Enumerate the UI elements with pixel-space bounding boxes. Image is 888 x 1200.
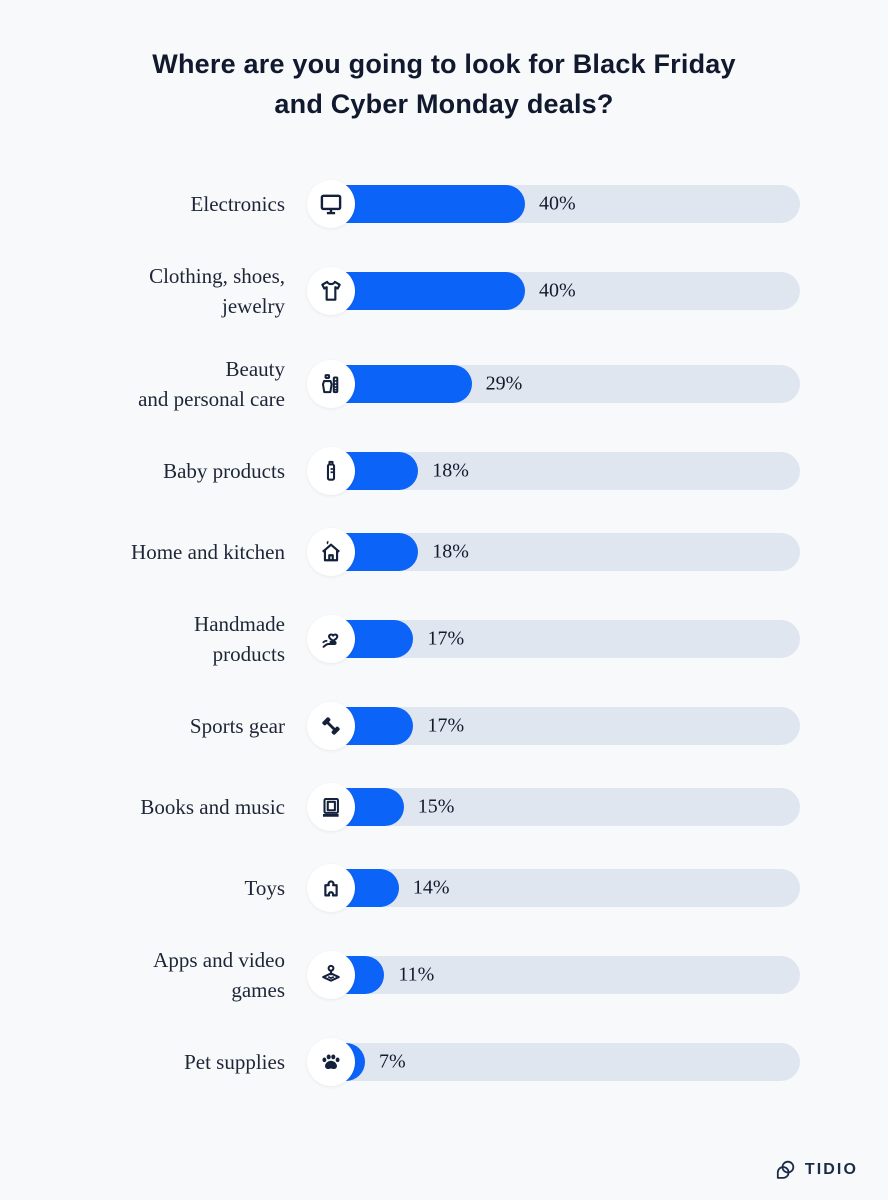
icon-circle bbox=[307, 783, 355, 831]
book-icon bbox=[318, 794, 344, 820]
value-label: 14% bbox=[412, 876, 450, 899]
bar-track: 40% bbox=[315, 272, 800, 310]
value-label: 7% bbox=[378, 1050, 406, 1073]
brand-name: TIDIO bbox=[804, 1160, 858, 1178]
bar-track: 11% bbox=[315, 956, 800, 994]
brand-footer: TIDIO bbox=[773, 1157, 858, 1182]
value-label: 17% bbox=[427, 627, 465, 650]
chart-row: Clothing, shoes, jewelry 40% bbox=[90, 261, 800, 321]
tshirt-icon bbox=[318, 278, 344, 304]
dumbbell-icon bbox=[318, 713, 344, 739]
baby-bottle-icon bbox=[318, 458, 344, 484]
value-label: 18% bbox=[432, 540, 469, 563]
value-label: 17% bbox=[427, 714, 465, 737]
icon-circle bbox=[307, 180, 355, 228]
chart-row: Home and kitchen 18% bbox=[90, 528, 800, 576]
bar-track: 17% bbox=[315, 707, 800, 745]
category-label: Sports gear bbox=[189, 714, 285, 738]
bar-area: 29% bbox=[307, 360, 800, 408]
icon-circle bbox=[307, 528, 355, 576]
chart-row: Handmade products 17% bbox=[90, 609, 800, 669]
value-label: 40% bbox=[539, 279, 576, 302]
hand-heart-icon bbox=[318, 626, 344, 652]
chart-row: Baby products 18% bbox=[90, 447, 800, 495]
chart-row: Books and music 15% bbox=[90, 783, 800, 831]
icon-circle bbox=[307, 615, 355, 663]
bar-track: 14% bbox=[315, 869, 800, 907]
category-label: Toys bbox=[244, 876, 285, 900]
bar-track: 29% bbox=[315, 365, 800, 403]
value-label: 40% bbox=[539, 192, 576, 215]
category-label: Beauty and personal care bbox=[138, 357, 285, 411]
bar-track: 18% bbox=[315, 533, 800, 571]
bar-area: 7% bbox=[307, 1038, 800, 1086]
chart-row: Sports gear 17% bbox=[90, 702, 800, 750]
chart-row: Beauty and personal care 29% bbox=[90, 354, 800, 414]
puzzle-icon bbox=[318, 875, 344, 901]
bar-track: 15% bbox=[315, 788, 800, 826]
category-label: Baby products bbox=[163, 459, 285, 483]
category-label: Handmade products bbox=[194, 612, 285, 666]
category-label: Pet supplies bbox=[184, 1050, 285, 1074]
icon-circle bbox=[307, 267, 355, 315]
chart-row: Pet supplies 7% bbox=[90, 1038, 800, 1086]
chart-row: Toys 14% bbox=[90, 864, 800, 912]
bar-area: 11% bbox=[307, 951, 800, 999]
bar-area: 17% bbox=[307, 702, 800, 750]
bar-area: 18% bbox=[307, 528, 800, 576]
icon-circle bbox=[307, 360, 355, 408]
value-label: 29% bbox=[485, 372, 523, 395]
house-icon bbox=[318, 539, 344, 565]
chart: Electronics 40% Clothing, shoes, jewelry… bbox=[90, 180, 800, 1086]
bar-area: 15% bbox=[307, 783, 800, 831]
cosmetics-icon bbox=[318, 371, 344, 397]
icon-circle bbox=[307, 447, 355, 495]
bar-track: 18% bbox=[315, 452, 800, 490]
value-label: 18% bbox=[432, 459, 469, 482]
chart-title: Where are you going to look for Black Fr… bbox=[152, 49, 736, 119]
icon-circle bbox=[307, 702, 355, 750]
bar-track: 17% bbox=[315, 620, 800, 658]
bar-area: 40% bbox=[307, 180, 800, 228]
bar-track: 40% bbox=[315, 185, 800, 223]
bar-area: 40% bbox=[307, 267, 800, 315]
category-label: Books and music bbox=[140, 795, 285, 819]
value-label: 15% bbox=[417, 795, 455, 818]
bar-area: 14% bbox=[307, 864, 800, 912]
category-label: Apps and video games bbox=[153, 948, 285, 1002]
icon-circle bbox=[307, 951, 355, 999]
bar-area: 17% bbox=[307, 615, 800, 663]
paw-icon bbox=[318, 1049, 344, 1075]
chart-row: Electronics 40% bbox=[90, 180, 800, 228]
category-label: Home and kitchen bbox=[131, 540, 285, 564]
icon-circle bbox=[307, 864, 355, 912]
category-label: Electronics bbox=[190, 192, 285, 216]
value-label: 11% bbox=[398, 963, 435, 986]
category-label: Clothing, shoes, jewelry bbox=[149, 264, 285, 318]
bar-area: 18% bbox=[307, 447, 800, 495]
joystick-icon bbox=[318, 962, 344, 988]
icon-circle bbox=[307, 1038, 355, 1086]
monitor-icon bbox=[318, 191, 344, 217]
tidio-logo-icon bbox=[776, 1160, 795, 1179]
bar-track: 7% bbox=[315, 1043, 800, 1081]
chart-row: Apps and video games 11% bbox=[90, 945, 800, 1005]
